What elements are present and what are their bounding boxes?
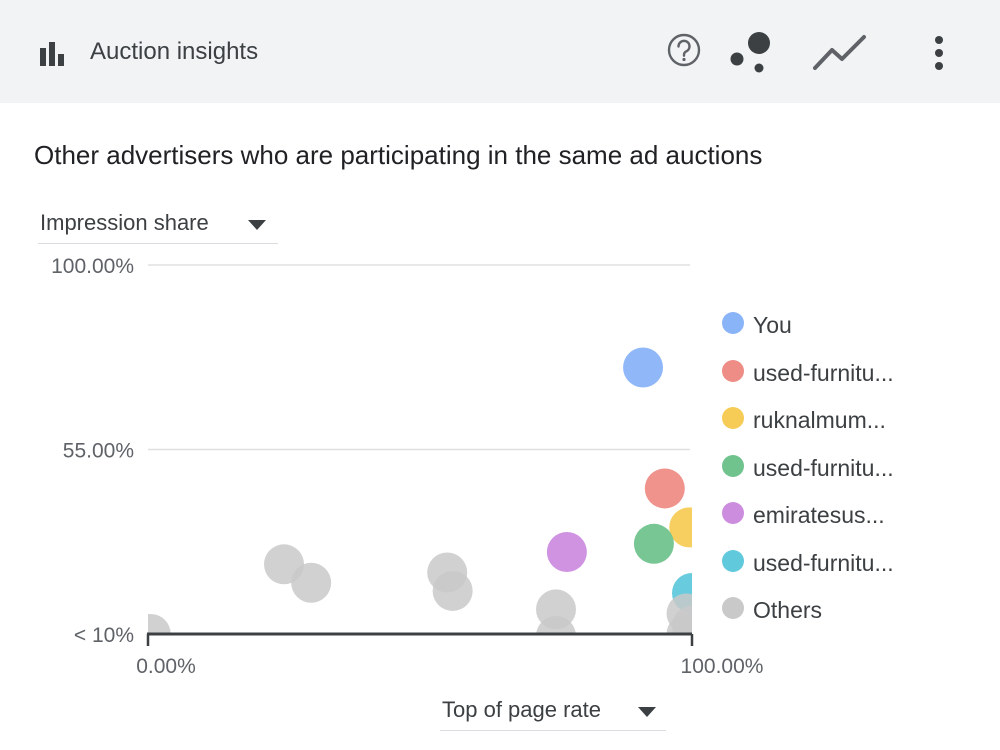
data-points (131, 347, 712, 656)
y-tick-label: < 10% (74, 624, 134, 647)
legend-item[interactable]: Others (718, 593, 998, 641)
data-point[interactable] (536, 616, 576, 656)
x-metric-dropdown[interactable]: Top of page rate (440, 695, 666, 731)
y-tick-label: 100.00% (51, 255, 134, 278)
legend-item[interactable]: You (718, 308, 998, 356)
legend-swatch (722, 359, 744, 382)
data-point[interactable] (432, 570, 473, 611)
legend-swatch (722, 597, 744, 619)
data-point[interactable] (644, 468, 685, 509)
legend-swatch (722, 454, 744, 477)
legend-label: emiratesus... (753, 502, 885, 528)
legend-swatch (722, 502, 744, 524)
card-title: Auction insights (90, 38, 259, 65)
legend-item[interactable]: emiratesus... (718, 498, 998, 546)
legend-swatch (722, 312, 744, 334)
legend-label: You (753, 312, 792, 338)
legend-swatch (722, 407, 744, 429)
card-header: Auction insights (0, 0, 1000, 103)
y-tick-label: 55.00% (63, 440, 134, 463)
legend-label: used-furnitu... (753, 549, 894, 576)
data-point[interactable] (669, 507, 709, 548)
chart-legend: You used-furnitu... ruknalmum... used-furni… (718, 308, 998, 641)
x-tick-label: 0.00% (136, 655, 196, 678)
legend-item[interactable]: used-furnitu... (718, 356, 998, 404)
card-subtitle: Other advertisers who are participating … (34, 140, 763, 170)
legend-item[interactable]: used-furnitu... (718, 546, 998, 594)
bubble-chart-icon[interactable] (726, 30, 772, 76)
x-metric-label: Top of page rate (442, 697, 602, 722)
legend-item[interactable]: ruknalmum... (718, 403, 998, 451)
legend-swatch (722, 549, 744, 572)
legend-label: ruknalmum... (753, 407, 886, 433)
more-vert-icon[interactable] (916, 30, 962, 76)
legend-label: Others (753, 597, 823, 623)
data-point[interactable] (546, 532, 587, 572)
y-metric-dropdown[interactable]: Impression share (38, 208, 278, 244)
legend-item[interactable]: used-furnitu... (718, 451, 998, 499)
y-metric-label: Impression share (40, 210, 209, 235)
legend-label: used-furnitu... (753, 359, 894, 386)
data-point[interactable] (633, 523, 674, 564)
bar-chart-icon (40, 42, 64, 66)
x-tick-label: 100.00% (681, 655, 764, 678)
data-point[interactable] (672, 605, 712, 646)
caret-down-icon (638, 707, 656, 717)
legend-label: used-furnitu... (753, 454, 894, 481)
caret-down-icon (248, 220, 266, 230)
data-point[interactable] (131, 614, 171, 654)
trend-line-icon[interactable] (812, 30, 868, 76)
data-point[interactable] (291, 562, 332, 603)
data-point[interactable] (623, 347, 664, 388)
help-icon[interactable] (661, 30, 707, 76)
